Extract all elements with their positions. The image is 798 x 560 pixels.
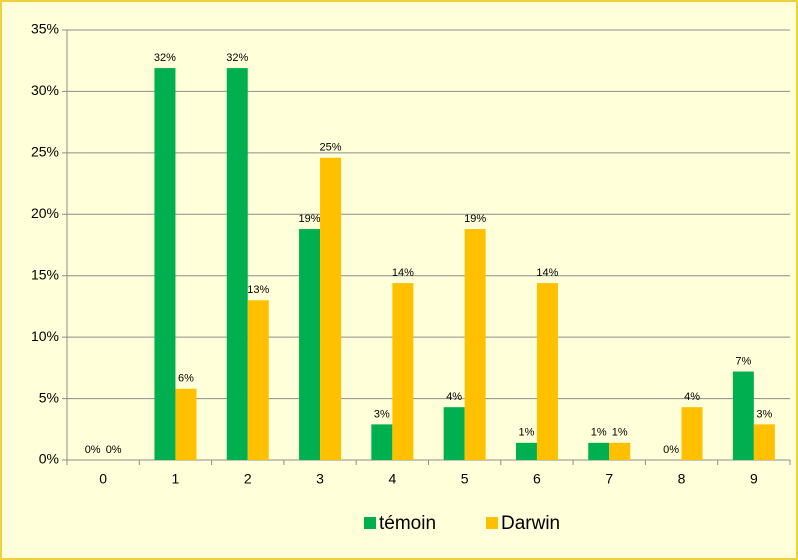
value-label: 1%: [518, 427, 534, 439]
bar: [371, 424, 393, 460]
value-label: 4%: [446, 391, 462, 403]
bar: [536, 283, 558, 460]
bar: [392, 283, 414, 460]
bar: [732, 371, 754, 460]
legend-swatch: [364, 517, 376, 529]
bar: [588, 442, 610, 460]
x-tick-label: 0: [99, 471, 107, 487]
bar: [609, 442, 631, 460]
x-tick-label: 8: [678, 471, 686, 487]
x-tick-label: 7: [605, 471, 613, 487]
y-tick-label: 35%: [31, 21, 59, 37]
value-label: 1%: [591, 427, 607, 439]
bar: [154, 68, 176, 460]
y-tick-label: 5%: [39, 389, 59, 405]
value-label: 0%: [85, 444, 101, 456]
y-tick-label: 30%: [31, 82, 59, 98]
bar: [175, 388, 197, 460]
bar: [247, 300, 269, 460]
value-label: 14%: [536, 267, 558, 279]
value-label: 14%: [392, 267, 414, 279]
x-tick-label: 2: [244, 471, 252, 487]
value-label: 7%: [735, 355, 751, 367]
value-label: 6%: [178, 373, 194, 385]
y-tick-label: 0%: [39, 451, 59, 467]
value-label: 32%: [226, 52, 248, 64]
value-label: 0%: [106, 444, 122, 456]
value-label: 1%: [612, 427, 628, 439]
x-tick-label: 6: [533, 471, 541, 487]
bar: [464, 229, 486, 460]
value-label: 25%: [320, 142, 342, 154]
bar: [299, 229, 321, 460]
value-label: 19%: [464, 213, 486, 225]
y-tick-label: 15%: [31, 266, 59, 282]
x-tick-label: 5: [461, 471, 469, 487]
bar: [226, 68, 248, 460]
bar: [515, 442, 537, 460]
legend-label: témoin: [379, 513, 436, 534]
bar: [443, 407, 465, 460]
value-label: 13%: [247, 284, 269, 296]
legend-swatch: [486, 517, 498, 529]
y-tick-label: 20%: [31, 205, 59, 221]
value-label: 19%: [299, 213, 321, 225]
y-tick-label: 25%: [31, 144, 59, 160]
value-label: 4%: [684, 391, 700, 403]
y-tick-label: 10%: [31, 328, 59, 344]
bar: [681, 407, 703, 460]
value-label: 0%: [663, 444, 679, 456]
x-tick-label: 3: [316, 471, 324, 487]
value-label: 3%: [756, 408, 772, 420]
bar: [320, 157, 342, 460]
value-label: 32%: [154, 52, 176, 64]
x-tick-label: 4: [388, 471, 396, 487]
legend-label: Darwin: [501, 513, 560, 534]
bar: [753, 424, 775, 460]
x-tick-label: 9: [750, 471, 758, 487]
x-tick-label: 1: [172, 471, 180, 487]
value-label: 3%: [374, 408, 390, 420]
